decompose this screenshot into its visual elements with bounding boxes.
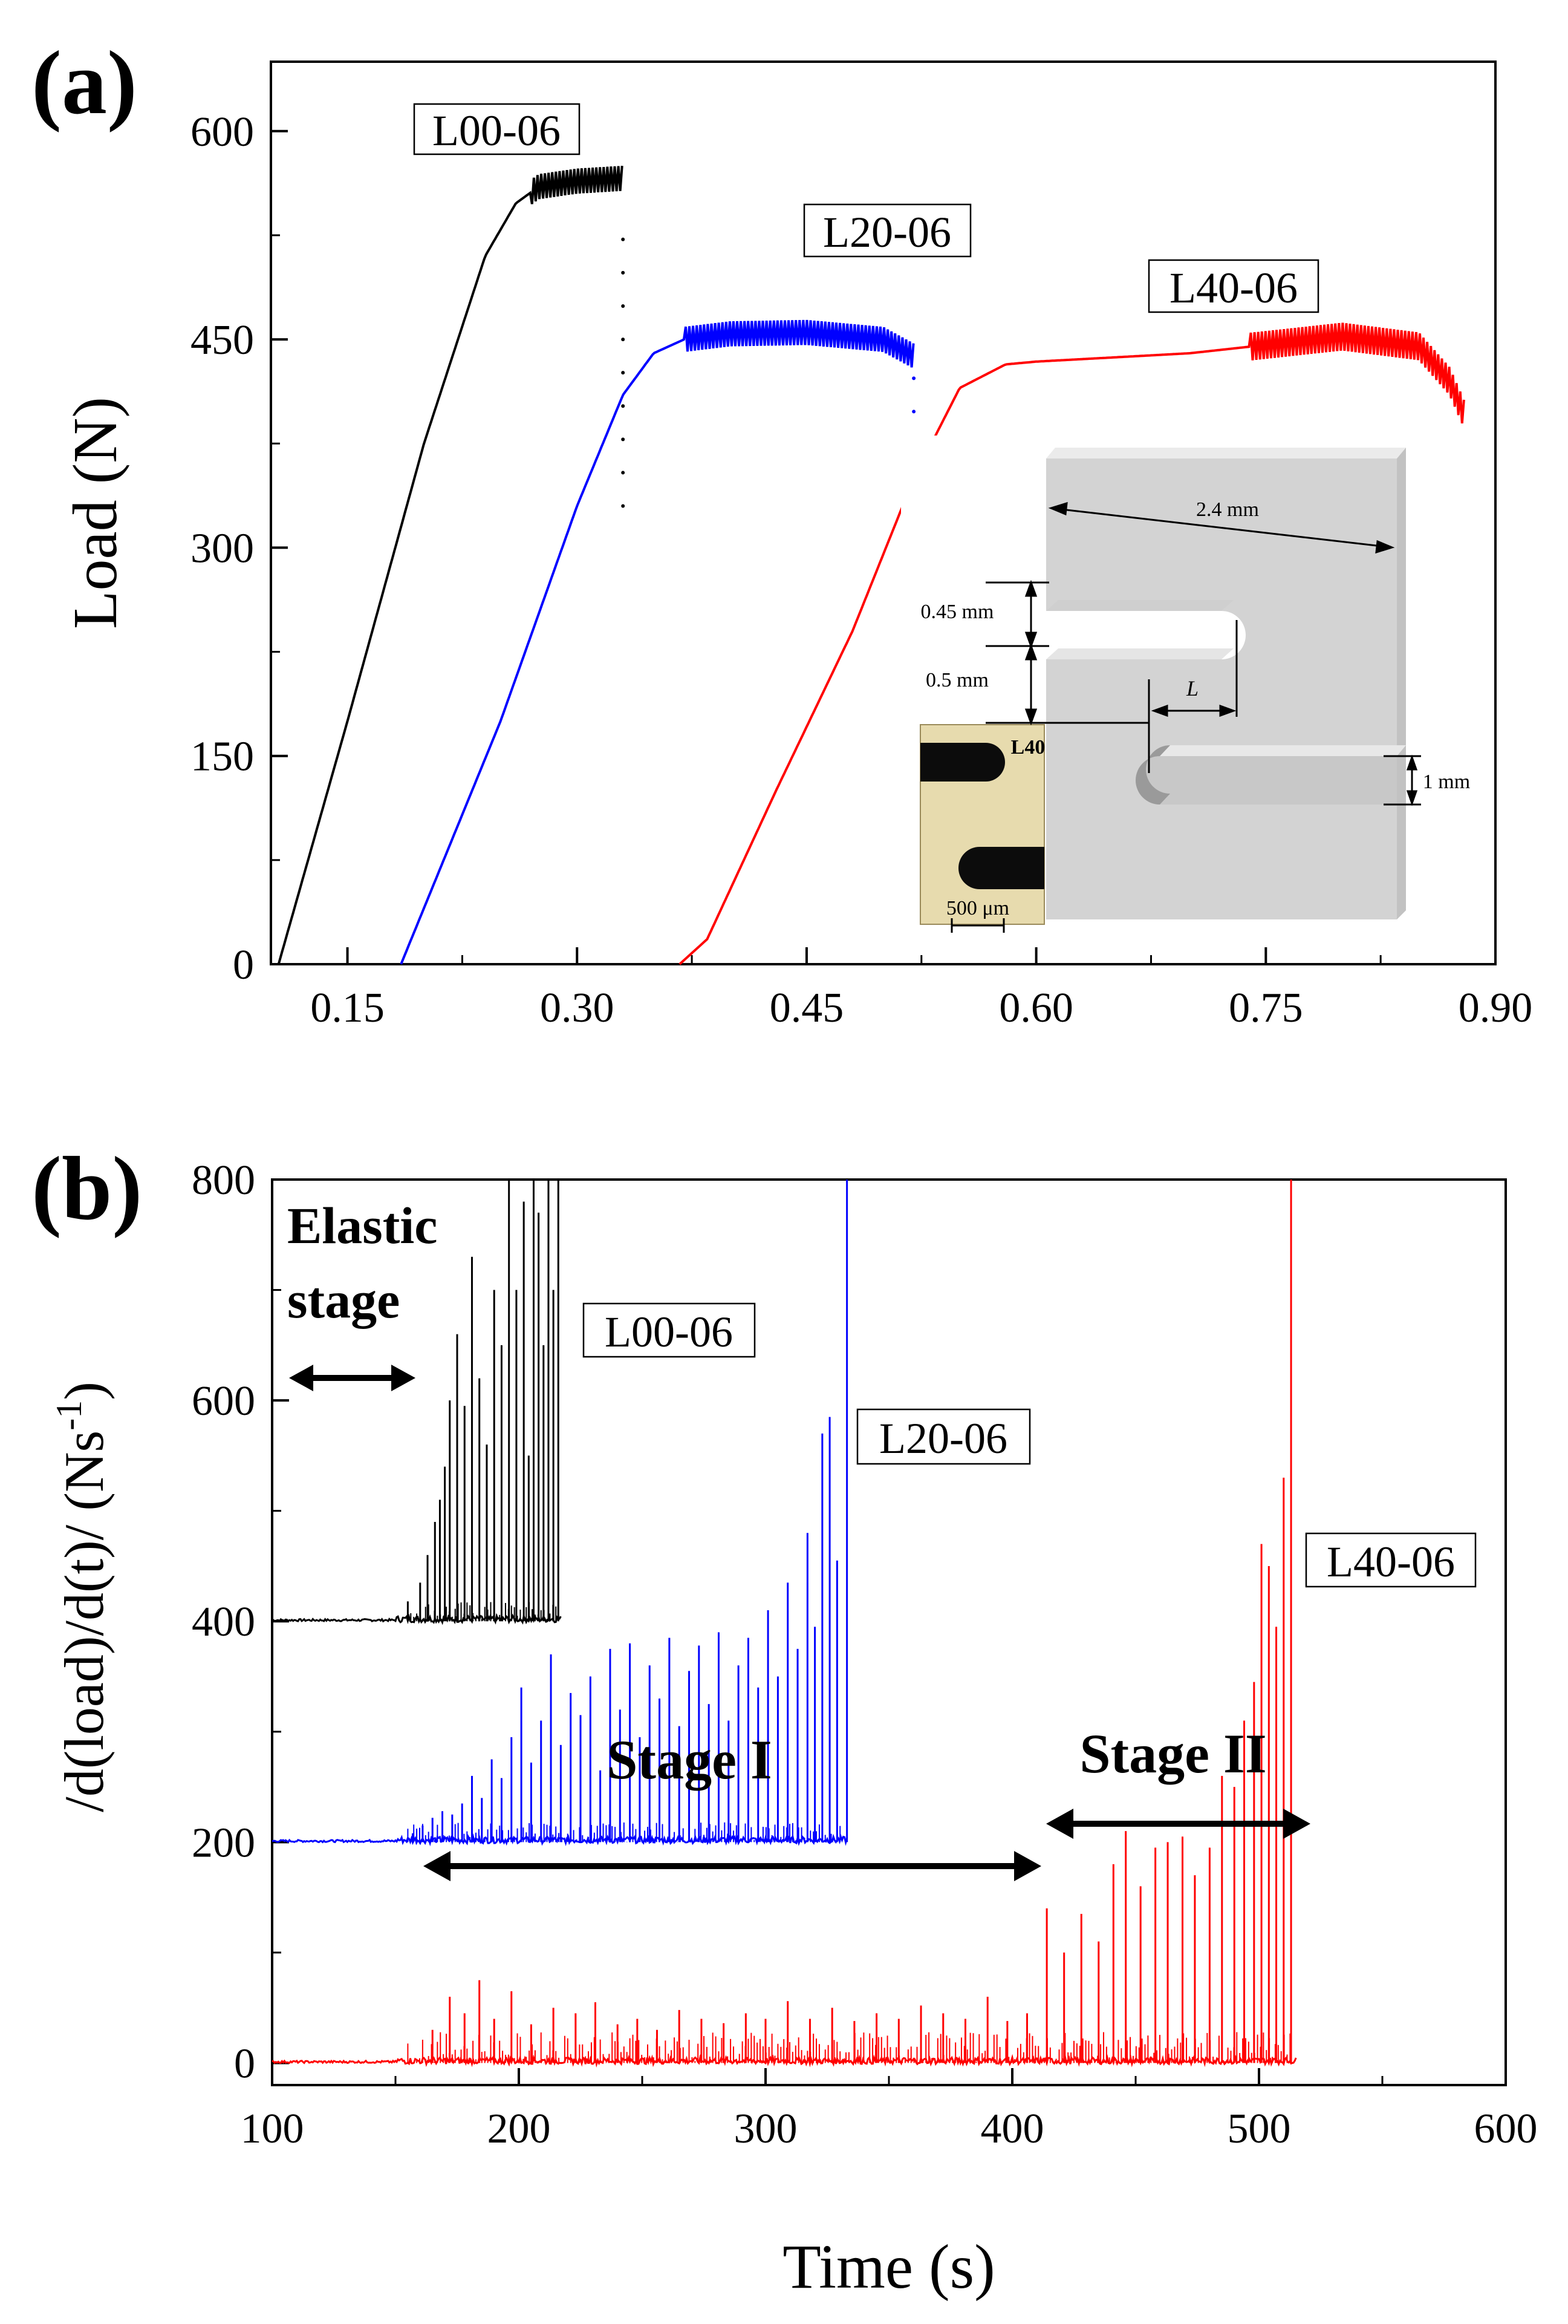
plot-b-ylabel-main: /d(load)/d(t)/ (Ns	[53, 1431, 115, 1812]
y-tick-label-a: 450	[190, 317, 254, 364]
panel-b-label: (b)	[31, 1138, 143, 1239]
micrograph-label: L40	[1011, 736, 1046, 759]
curve-l00-06	[277, 166, 623, 965]
y-tick-label-a: 150	[190, 734, 254, 780]
x-tick-label-a: 0.15	[310, 985, 385, 1031]
x-tick-label-b: 500	[1228, 2106, 1291, 2152]
specimen-model	[1046, 448, 1406, 919]
x-tick-label-b: 300	[734, 2106, 798, 2152]
fracture-dot-l00-06	[621, 404, 625, 408]
legend-b-text-l40: L40-06	[1327, 1538, 1455, 1586]
y-tick-label-a: 0	[233, 942, 254, 988]
plot-b-ylabel-exp: -1	[49, 1400, 89, 1431]
fracture-dot-l00-06	[621, 237, 625, 241]
dim-notch-height: 0.45 mm	[921, 601, 994, 623]
x-tick-label-a: 0.60	[999, 985, 1073, 1031]
dim-ligament: 0.5 mm	[926, 669, 989, 691]
dim-l: L	[1186, 676, 1199, 700]
x-tick-label-a: 0.75	[1229, 985, 1303, 1031]
legend-b-text-l00: L00-06	[605, 1308, 733, 1356]
plot-b-ticks: 100 200 300 400 500 600 0 200 400 600 800	[192, 1157, 1538, 2152]
x-tick-label-b: 100	[241, 2106, 304, 2152]
micrograph-scale-bar: 500 μm	[946, 897, 1009, 919]
elastic-stage-label-2: stage	[287, 1271, 400, 1329]
plot-a-ylabel: Load (N)	[60, 397, 130, 629]
legend-a-box-l00	[413, 103, 581, 155]
legend-a-box-l20	[803, 203, 972, 258]
y-tick-label-b: 600	[192, 1378, 255, 1425]
legend-a-text-l40: L40-06	[1169, 264, 1298, 312]
stage-1-arrow	[423, 1851, 1041, 1881]
legend-b-box-l40	[1305, 1532, 1477, 1588]
stage-1-label: Stage I	[607, 1729, 772, 1790]
fracture-dot-l00-06	[621, 304, 625, 308]
fracture-dot-l00-06	[621, 270, 625, 275]
curve-l20-06	[400, 319, 915, 965]
plot-b-ylabel-close: )	[53, 1382, 115, 1400]
elastic-stage-arrow	[289, 1365, 415, 1391]
legend-a-text-l20: L20-06	[823, 208, 951, 256]
y-tick-label-b: 800	[192, 1157, 255, 1204]
curve-l40-06	[678, 322, 1465, 965]
legend-b-box-l00	[582, 1302, 756, 1358]
plot-b-series	[272, 1180, 1297, 2068]
fracture-dot-l00-06	[621, 371, 625, 375]
legend-b-text-l20: L20-06	[879, 1414, 1007, 1463]
panel-a-chart: 0.15 0.30 0.45 0.60 0.75 0.90 0 150 300 450 600 Lo…	[60, 60, 1532, 1031]
plot-a-ticks: 0.15 0.30 0.45 0.60 0.75 0.90 0 150 300 450 600	[190, 109, 1532, 1031]
plot-b-ylabel: /d(load)/d(t)/ (Ns-1)	[49, 1382, 115, 1812]
fracture-dot-l00-06	[621, 338, 625, 342]
fracture-dot-l20-06	[912, 376, 916, 380]
x-tick-label-a: 0.45	[770, 985, 844, 1031]
stage-2-arrow	[1046, 1809, 1310, 1839]
plot-b-xlabel: Time (s)	[782, 2232, 995, 2302]
legend-b-box-l20	[856, 1408, 1031, 1465]
legend-a-box-l40	[1148, 259, 1319, 313]
x-tick-label-b: 600	[1474, 2106, 1538, 2152]
y-tick-label-a: 600	[190, 109, 254, 155]
fracture-dot-l00-06	[621, 437, 625, 442]
legend-a-text-l00: L00-06	[432, 106, 561, 155]
panel-a-label: (a)	[31, 33, 137, 133]
y-tick-label-a: 300	[190, 525, 254, 572]
micrograph-image	[920, 724, 1045, 933]
x-tick-label-a: 0.30	[540, 985, 614, 1031]
fracture-dot-l00-06	[621, 471, 625, 475]
stage-annotations: Elastic stage Stage I Stage II	[287, 1196, 1310, 1881]
plot-b-frame	[271, 1178, 1507, 2086]
dimension-lines	[986, 501, 1421, 806]
panel-b-chart: 100 200 300 400 500 600 0 200 400 600 800 Time (s)…	[49, 1157, 1538, 2302]
legend-b: L00-06 L20-06 L40-06	[582, 1302, 1477, 1588]
legend-a: L00-06 L20-06 L40-06	[413, 103, 1319, 313]
x-tick-label-a: 0.90	[1459, 985, 1533, 1031]
x-tick-label-b: 200	[487, 2106, 551, 2152]
fracture-dot-l00-06	[621, 504, 625, 508]
y-tick-label-b: 200	[192, 1820, 255, 1866]
dim-thickness: 1 mm	[1423, 771, 1470, 793]
fracture-dot-l20-06	[912, 410, 916, 414]
x-tick-label-b: 400	[981, 2106, 1044, 2152]
plot-a-frame	[270, 60, 1497, 965]
y-tick-label-b: 400	[192, 1599, 255, 1645]
elastic-stage-label-1: Elastic	[287, 1196, 437, 1255]
y-tick-label-b: 0	[234, 2040, 255, 2087]
dim-width: 2.4 mm	[1196, 498, 1259, 521]
specimen-inset: L40 500 μm	[901, 436, 1491, 938]
stage-2-label: Stage II	[1079, 1723, 1266, 1784]
